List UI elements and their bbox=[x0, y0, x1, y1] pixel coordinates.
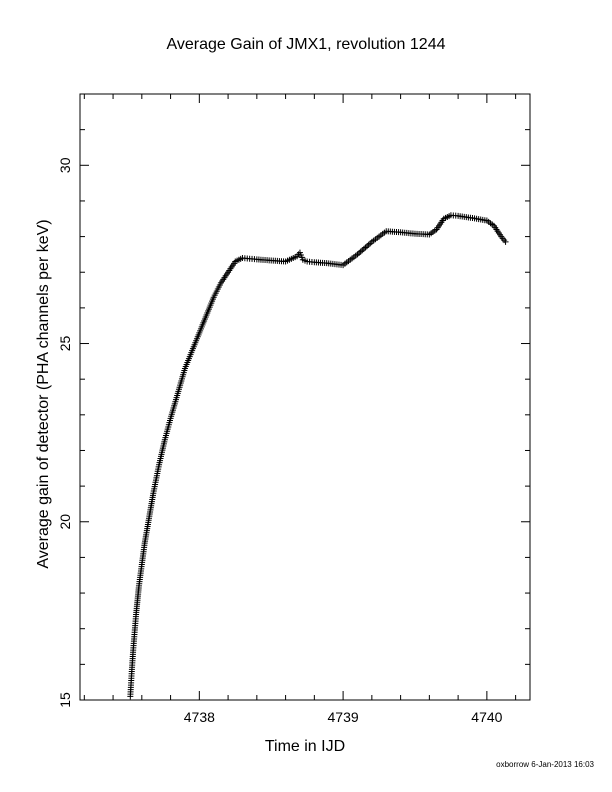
y-tick-label: 30 bbox=[57, 157, 73, 173]
axis-ticks bbox=[80, 93, 530, 701]
x-axis-label: Time in IJD bbox=[264, 738, 346, 755]
y-axis-label: Average gain of detector (PHA channels p… bbox=[35, 219, 52, 568]
x-tick-label: 4739 bbox=[328, 709, 359, 725]
data-point-fill bbox=[362, 244, 369, 251]
data-point-fill bbox=[367, 240, 374, 247]
plot-frame bbox=[79, 93, 531, 701]
x-tick-label: 4738 bbox=[184, 709, 215, 725]
data-point-fill bbox=[357, 248, 364, 255]
x-tick-label: 4740 bbox=[471, 709, 502, 725]
axis-tick-labels: 4738 4739 4740 15 20 25 30 bbox=[57, 157, 503, 725]
y-tick-label: 25 bbox=[57, 336, 73, 352]
data-point-fill bbox=[356, 250, 363, 257]
credit-stamp: oxborrow 6-Jan-2013 16:03 bbox=[496, 760, 594, 769]
data-point-fill bbox=[359, 247, 366, 254]
data-point-fill bbox=[364, 243, 371, 250]
data-point-fill bbox=[365, 241, 372, 248]
y-tick-label: 20 bbox=[57, 514, 73, 530]
data-point-fill bbox=[360, 245, 367, 252]
y-tick-label: 15 bbox=[57, 692, 73, 708]
data-point bbox=[502, 238, 509, 245]
data-points bbox=[127, 212, 509, 700]
chart-title: Average Gain of JMX1, revolution 1244 bbox=[166, 36, 446, 53]
